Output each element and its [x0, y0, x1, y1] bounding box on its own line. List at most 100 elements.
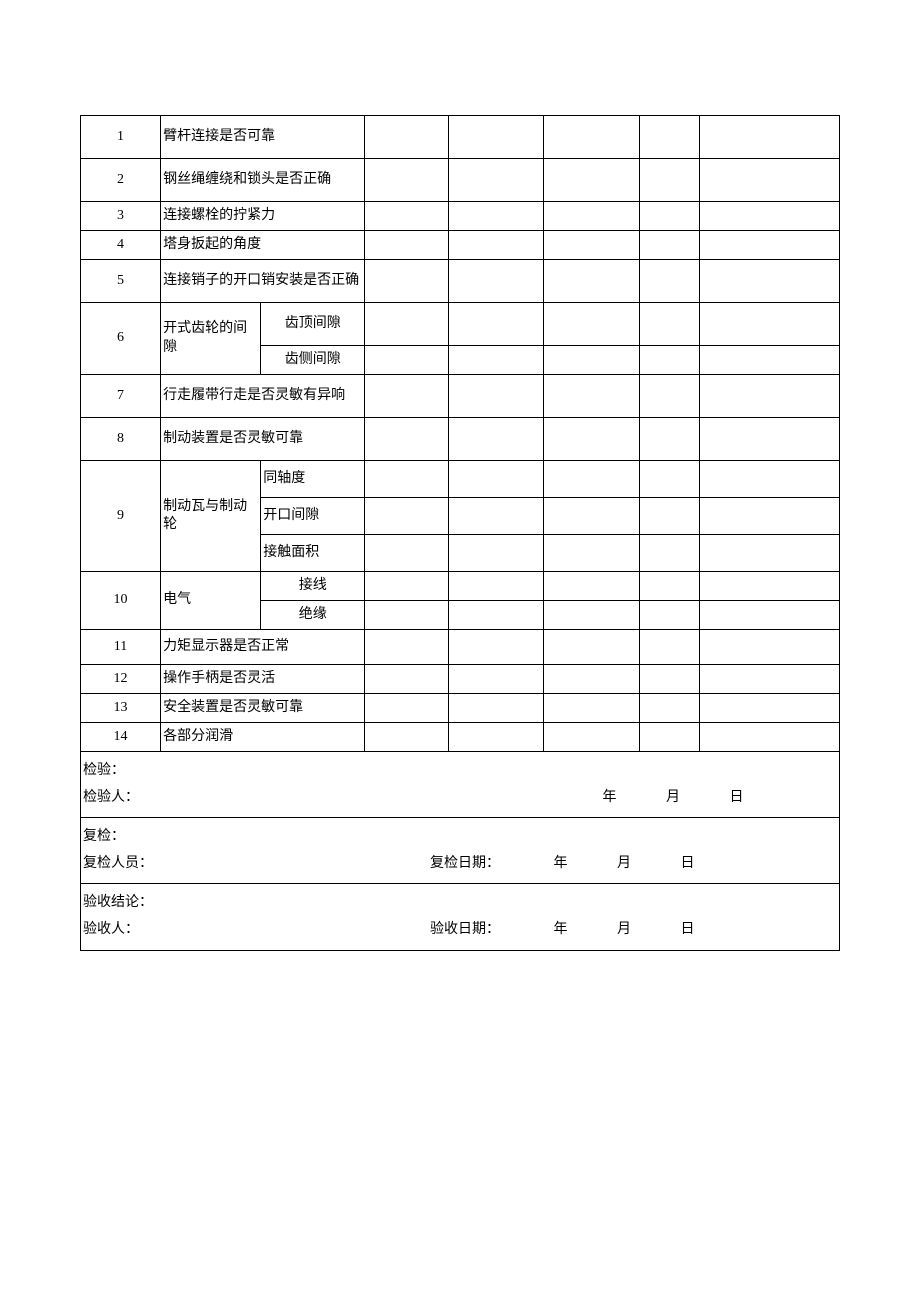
blank-cell [365, 694, 449, 723]
blank-cell [449, 231, 543, 260]
inspection-item: 开式齿轮的间隙 [161, 303, 261, 375]
blank-cell [449, 461, 543, 498]
date-day: 日 [681, 856, 695, 871]
inspect-person-label: 检验人： [83, 790, 139, 805]
blank-cell [449, 694, 543, 723]
blank-cell [543, 260, 639, 303]
blank-cell [699, 601, 839, 630]
inspection-table: 1 臂杆连接是否可靠 2 钢丝绳缠绕和锁头是否正确 3 连接螺栓的拧紧力 4 塔… [80, 115, 840, 951]
inspection-item: 安全装置是否灵敏可靠 [161, 694, 365, 723]
blank-cell [699, 535, 839, 572]
inspection-item: 制动装置是否灵敏可靠 [161, 418, 365, 461]
blank-cell [543, 665, 639, 694]
blank-cell [699, 723, 839, 752]
blank-cell [639, 723, 699, 752]
sub-item: 齿顶间隙 [261, 303, 365, 346]
blank-cell [639, 375, 699, 418]
blank-cell [543, 498, 639, 535]
sub-item: 绝缘 [261, 601, 365, 630]
blank-cell [365, 375, 449, 418]
blank-cell [699, 630, 839, 665]
blank-cell [639, 601, 699, 630]
blank-cell [449, 630, 543, 665]
inspection-item: 力矩显示器是否正常 [161, 630, 365, 665]
table-row: 14 各部分润滑 [81, 723, 840, 752]
row-number: 3 [81, 202, 161, 231]
blank-cell [449, 535, 543, 572]
row-number: 8 [81, 418, 161, 461]
blank-cell [639, 202, 699, 231]
blank-cell [449, 260, 543, 303]
inspection-item: 连接螺栓的拧紧力 [161, 202, 365, 231]
blank-cell [639, 260, 699, 303]
blank-cell [639, 694, 699, 723]
accept-date-label: 验收日期： [430, 922, 500, 937]
row-number: 7 [81, 375, 161, 418]
blank-cell [699, 418, 839, 461]
blank-cell [639, 535, 699, 572]
footer-reinspection: 复检： 复检人员： 复检日期： 年 月 日 [81, 818, 840, 884]
blank-cell [639, 572, 699, 601]
reinspect-date-label: 复检日期： [430, 856, 500, 871]
date-day: 日 [681, 922, 695, 937]
blank-cell [449, 303, 543, 346]
blank-cell [699, 346, 839, 375]
footer-acceptance: 验收结论： 验收人： 验收日期： 年 月 日 [81, 884, 840, 950]
blank-cell [543, 572, 639, 601]
footer-inspection: 检验： 检验人： 年 月 日 [81, 752, 840, 818]
inspection-item: 各部分润滑 [161, 723, 365, 752]
date-day: 日 [730, 790, 744, 805]
blank-cell [543, 601, 639, 630]
row-number: 9 [81, 461, 161, 572]
inspection-form: 1 臂杆连接是否可靠 2 钢丝绳缠绕和锁头是否正确 3 连接螺栓的拧紧力 4 塔… [80, 115, 840, 951]
blank-cell [449, 116, 543, 159]
blank-cell [449, 159, 543, 202]
blank-cell [639, 303, 699, 346]
blank-cell [699, 303, 839, 346]
inspection-item: 制动瓦与制动轮 [161, 461, 261, 572]
blank-cell [699, 498, 839, 535]
table-row: 10 电气 接线 [81, 572, 840, 601]
blank-cell [639, 231, 699, 260]
blank-cell [449, 375, 543, 418]
blank-cell [449, 665, 543, 694]
blank-cell [639, 116, 699, 159]
blank-cell [543, 303, 639, 346]
row-number: 10 [81, 572, 161, 630]
date-month: 月 [617, 856, 631, 871]
blank-cell [365, 159, 449, 202]
inspection-item: 电气 [161, 572, 261, 630]
blank-cell [365, 418, 449, 461]
blank-cell [699, 572, 839, 601]
sub-item: 同轴度 [261, 461, 365, 498]
accept-date: 年 月 日 [504, 917, 695, 944]
blank-cell [449, 346, 543, 375]
row-number: 6 [81, 303, 161, 375]
blank-cell [543, 346, 639, 375]
blank-cell [365, 260, 449, 303]
blank-cell [543, 375, 639, 418]
blank-cell [449, 498, 543, 535]
date-month: 月 [666, 790, 680, 805]
blank-cell [365, 630, 449, 665]
blank-cell [543, 231, 639, 260]
blank-cell [365, 231, 449, 260]
sub-item: 开口间隙 [261, 498, 365, 535]
blank-cell [543, 159, 639, 202]
date-month: 月 [617, 922, 631, 937]
blank-cell [639, 418, 699, 461]
blank-cell [699, 231, 839, 260]
row-number: 4 [81, 231, 161, 260]
blank-cell [449, 202, 543, 231]
table-row: 7 行走履带行走是否灵敏有异响 [81, 375, 840, 418]
inspect-date: 年 月 日 [553, 785, 744, 812]
blank-cell [449, 572, 543, 601]
blank-cell [639, 346, 699, 375]
sub-item: 齿侧间隙 [261, 346, 365, 375]
blank-cell [543, 630, 639, 665]
blank-cell [543, 723, 639, 752]
blank-cell [365, 202, 449, 231]
blank-cell [639, 498, 699, 535]
row-number: 12 [81, 665, 161, 694]
blank-cell [365, 116, 449, 159]
